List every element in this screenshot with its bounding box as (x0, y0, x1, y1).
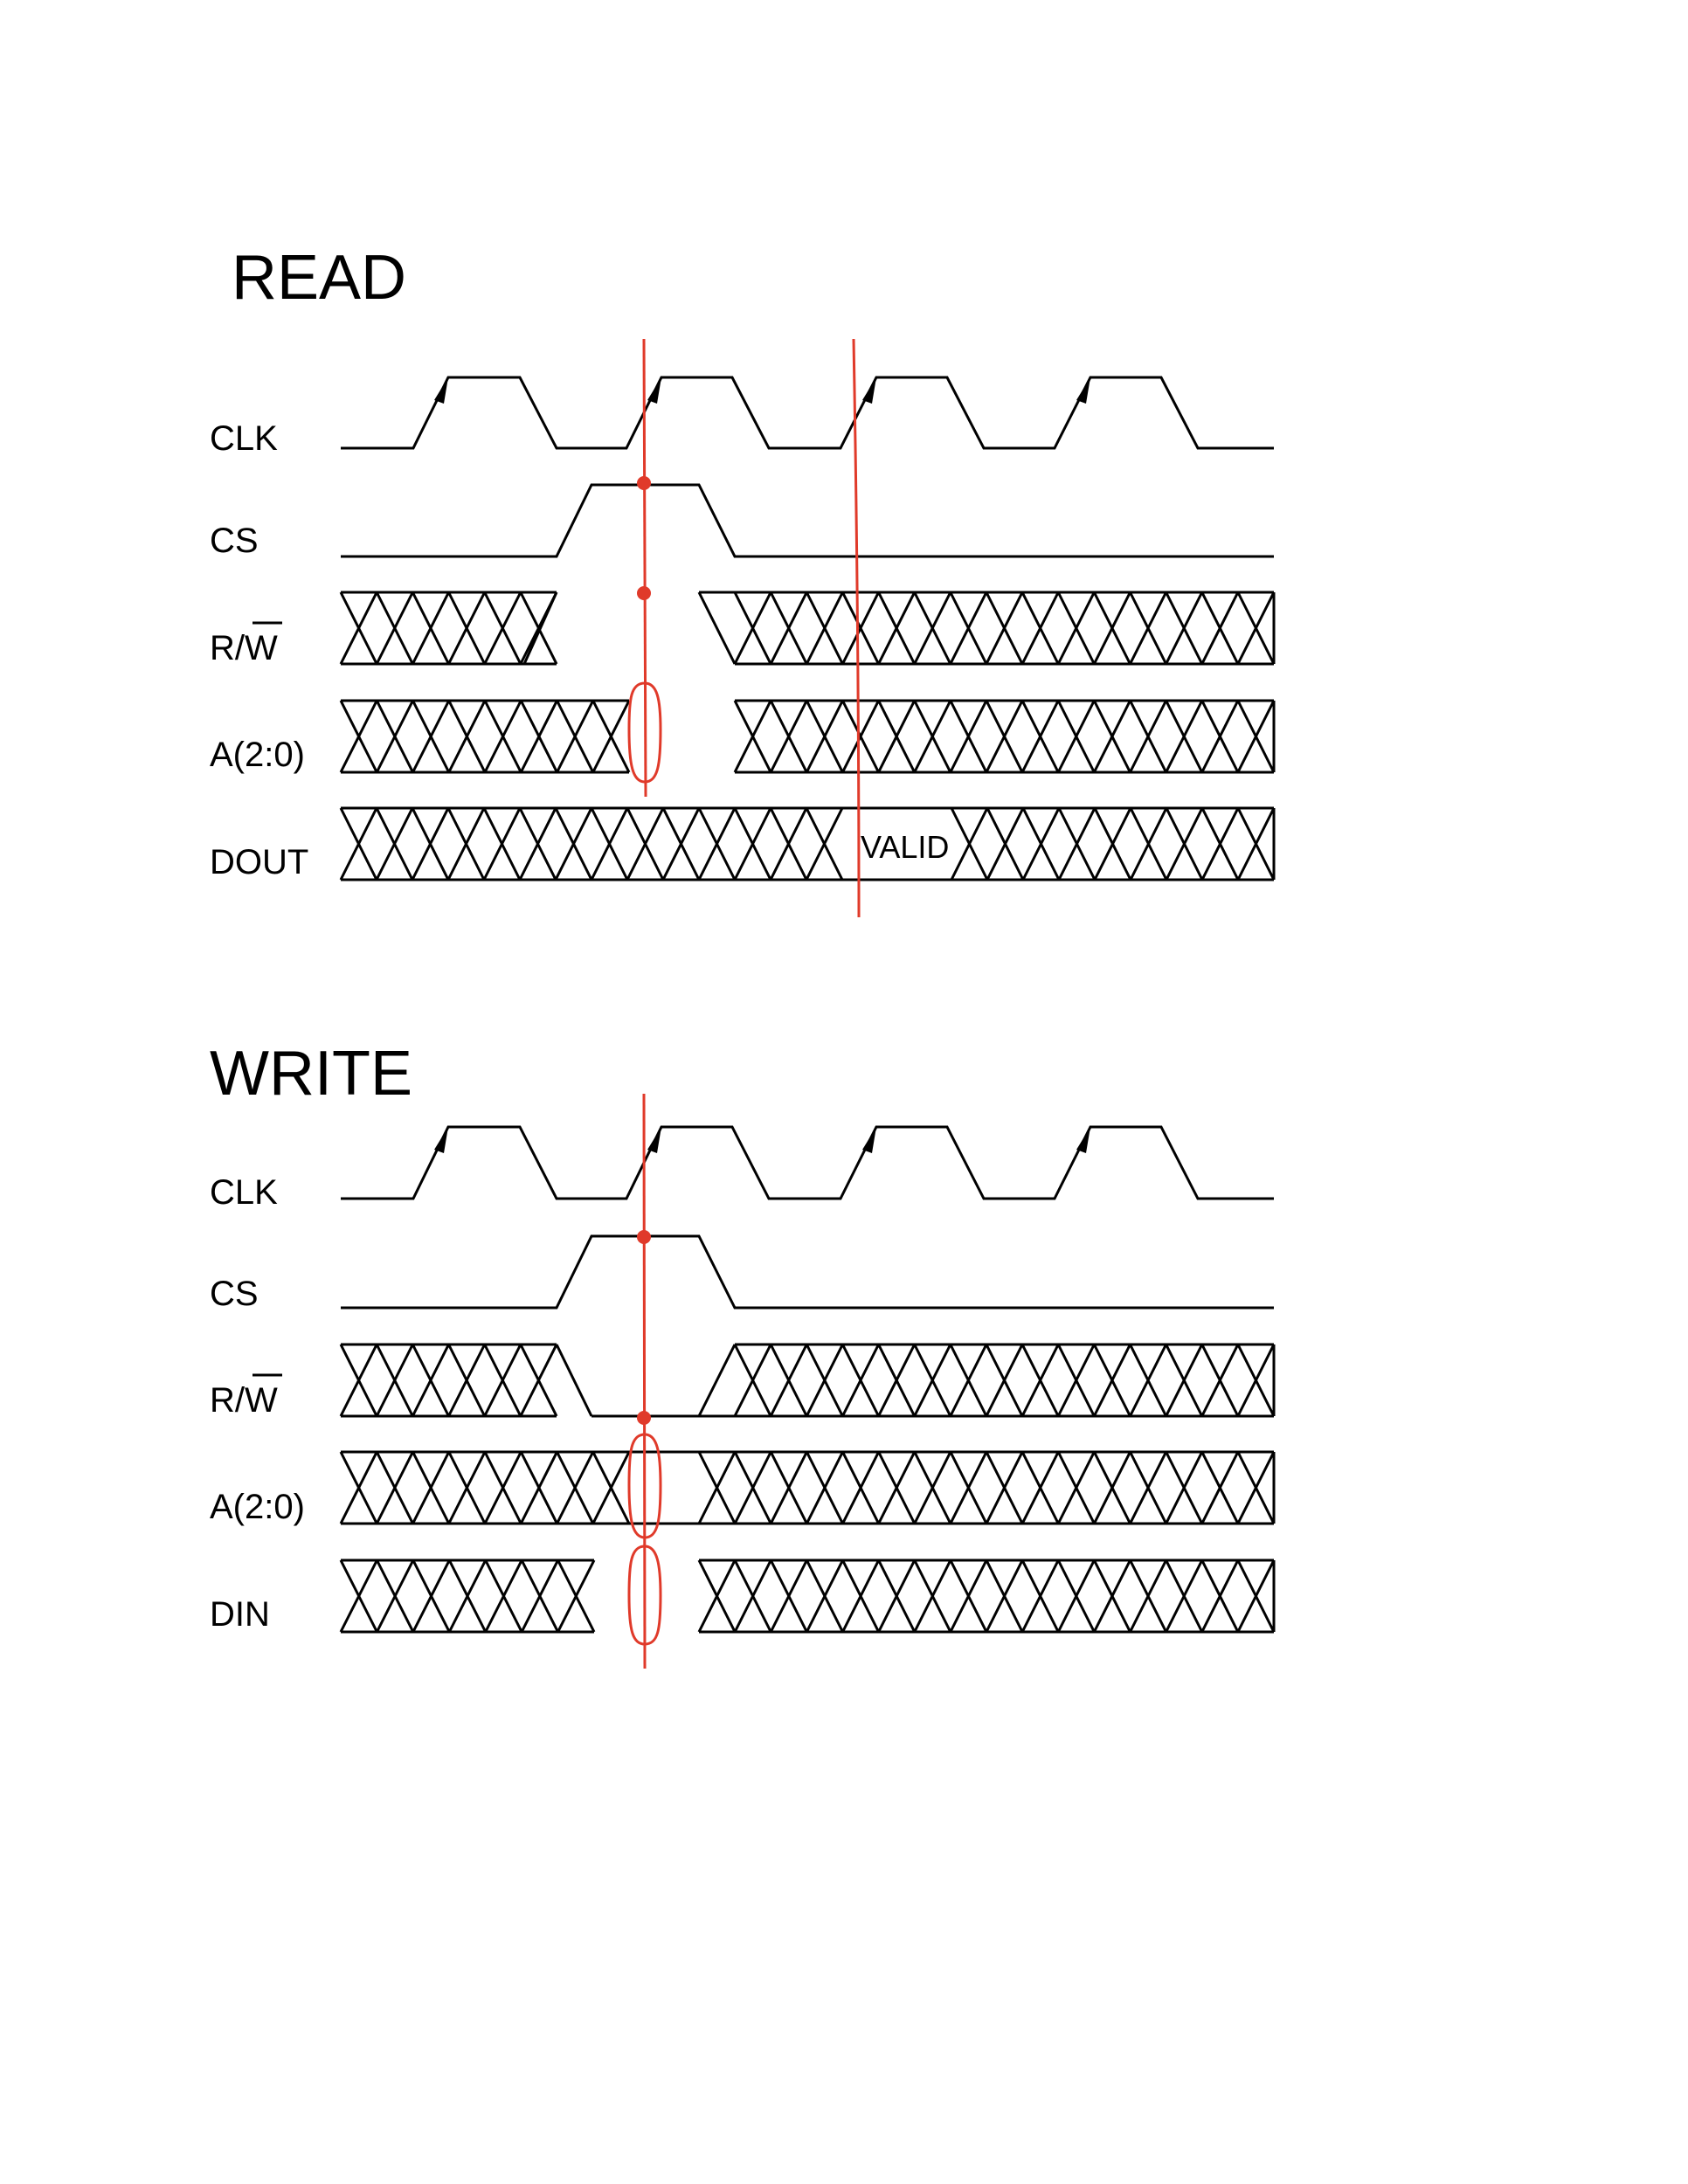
read-addr-bus (339, 699, 1276, 774)
write-cs-wave (341, 1234, 1274, 1310)
write-cs-label: CS (210, 1275, 259, 1313)
bus-crossing-pattern (733, 591, 1276, 666)
write-rw-bus (339, 1343, 1276, 1418)
read-clk-label: CLK (210, 419, 278, 458)
read-addr-label: A(2:0) (210, 736, 305, 774)
bus-crossing-pattern (697, 1559, 1276, 1634)
read-cs-wave (341, 483, 1274, 558)
write-annotations (627, 1093, 662, 1669)
write-rw-dot (637, 1411, 651, 1425)
read-clk-edge-arrow-1 (434, 377, 448, 404)
write-title: WRITE (210, 1039, 412, 1109)
read-title: READ (232, 243, 406, 313)
write-rw-label: R/W (210, 1381, 278, 1420)
read-dout-label: DOUT (210, 843, 308, 881)
bus-crossing-pattern (339, 699, 631, 774)
read-clk-edge-arrow-2 (647, 377, 661, 404)
read-annotations (627, 338, 861, 918)
write-sample-line (642, 1093, 647, 1669)
bus-crossing-pattern (339, 806, 844, 881)
read-valid-label: VALID (861, 829, 949, 865)
read-addr-circle (627, 681, 662, 784)
bus-crossing-pattern (339, 591, 558, 666)
write-din-circle (627, 1545, 662, 1646)
bus-crossing-pattern (733, 1343, 1276, 1418)
read-section: READ CLK CS R/W A(2:0) DOUT (210, 243, 1276, 918)
read-rw-label: R/W (210, 629, 278, 667)
read-clk-edge-arrow-4 (1076, 377, 1090, 404)
write-clk-wave (341, 1125, 1274, 1200)
write-addr-label: A(2:0) (210, 1488, 305, 1526)
write-clk-edge-arrow-4 (1076, 1127, 1090, 1153)
read-sample-line (642, 338, 647, 798)
write-clk-edge-arrow-3 (862, 1127, 876, 1153)
read-clk-edge-arrow-3 (862, 377, 876, 404)
bus-crossing-pattern (697, 1450, 1276, 1525)
bus-crossing-pattern (339, 1559, 596, 1634)
read-valid-line (852, 338, 861, 918)
write-cs-dot (637, 1230, 651, 1244)
write-clk-edge-arrow-1 (434, 1127, 448, 1153)
write-din-bus (339, 1559, 1276, 1634)
read-cs-dot (637, 476, 651, 490)
write-addr-bus (339, 1450, 1276, 1525)
bus-crossing-pattern (339, 1450, 631, 1525)
bus-crossing-pattern (950, 806, 1276, 881)
read-rw-bus (339, 591, 1276, 666)
read-clk-wave (341, 376, 1274, 450)
read-rw-dot (637, 586, 651, 600)
write-clk-label: CLK (210, 1173, 278, 1212)
bus-crossing-pattern (733, 699, 1276, 774)
write-addr-circle (627, 1433, 662, 1539)
read-cs-label: CS (210, 522, 259, 560)
write-section: WRITE CLK CS R/W A(2:0) DIN (210, 1039, 1276, 1669)
write-din-label: DIN (210, 1595, 270, 1634)
bus-crossing-pattern (339, 1343, 558, 1418)
write-clk-edge-arrow-2 (647, 1127, 661, 1153)
read-dout-bus: VALID (339, 806, 1276, 881)
